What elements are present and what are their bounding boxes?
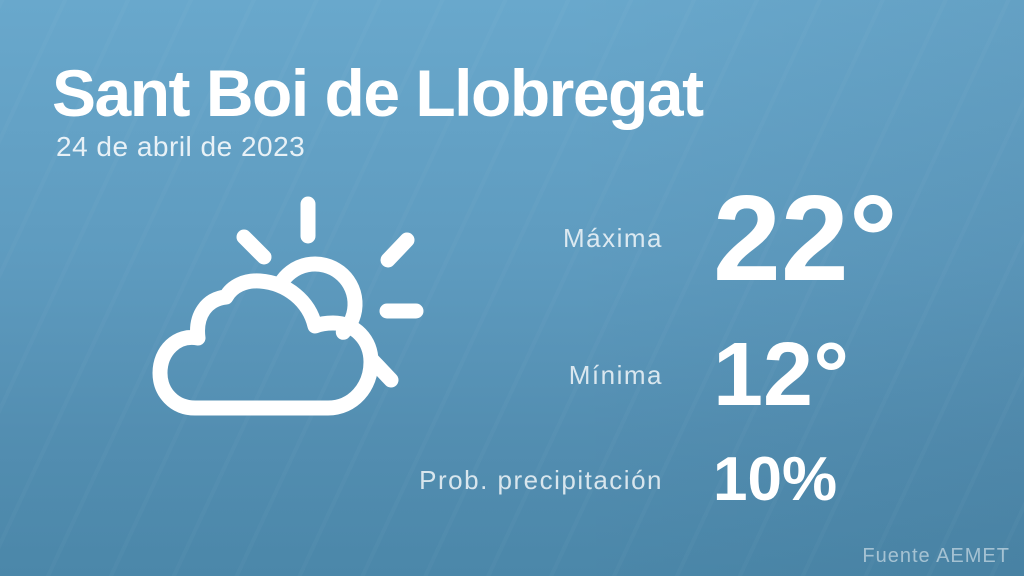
sun-ray-upper-right [380,232,415,268]
max-temperature-label: Máxima [562,222,663,253]
date-subtitle: 24 de abril de 2023 [56,131,306,162]
max-temperature-row: Máxima 22° [0,172,1024,304]
precipitation-label: Prob. precipitación [419,464,663,495]
precipitation-value: 10% [713,445,838,514]
min-temperature-value: 12° [713,325,850,425]
max-temperature-value: 22° [713,170,898,306]
sun-ray-upper-left [236,229,272,265]
page-title: Sant Boi de Llobregat [52,56,704,130]
source-attribution: Fuente AEMET [862,545,1010,567]
cloud-outline [152,273,379,416]
min-temperature-label: Mínima [568,359,663,390]
sun-disc [272,256,363,340]
sun-behind-cloud-icon [152,196,424,416]
min-temperature-row: Mínima 12° [0,312,1024,438]
precipitation-row: Prob. precipitación 10% [0,428,1024,532]
